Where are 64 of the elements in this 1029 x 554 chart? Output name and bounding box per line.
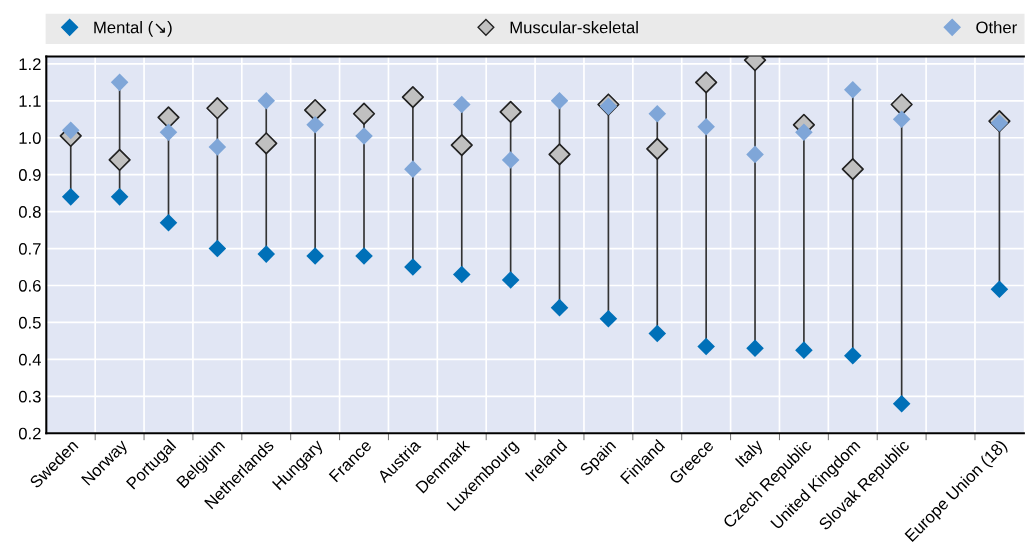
y-tick-label: 0.7 [18,242,41,255]
point [452,265,471,284]
point [550,298,569,317]
point [646,137,669,160]
y-tick-label: 0.5 [18,316,41,329]
y-tick-label: 0.9 [18,169,41,181]
y-tick-label: 0.4 [18,353,41,366]
y-tick-label: 0.8 [18,206,41,218]
point [355,127,373,145]
point [255,132,278,155]
legend-label: Mental (↘) [94,21,172,37]
point [452,95,471,114]
point [501,271,520,289]
point [844,346,862,365]
y-tick-label: 1.0 [19,132,41,144]
point [61,188,80,206]
point [450,134,473,157]
point [648,104,667,123]
point [157,106,180,129]
point [208,138,227,156]
point [303,98,327,122]
point [108,148,131,172]
point [404,160,422,178]
point [401,85,425,109]
point [159,213,178,232]
point [208,239,227,258]
point [257,245,276,263]
point [648,324,667,343]
point [695,71,718,94]
y-tick-label: 1.1 [19,95,41,107]
point [404,258,422,276]
point [892,110,911,129]
point [257,92,276,110]
point [892,394,911,413]
point [206,97,229,120]
point [746,145,764,164]
point [306,247,324,265]
point [795,123,813,142]
point [844,80,862,99]
y-tick-label: 0.6 [18,279,41,292]
point [159,123,178,142]
point [990,280,1009,298]
y-tick-label: 0.3 [18,390,41,403]
point [795,341,813,359]
legend-label: Other [976,21,1017,34]
legend-label: Muscular-skeletal [510,21,638,34]
point [110,73,129,92]
point [499,100,522,124]
point [61,121,80,140]
point [501,151,520,169]
point [890,93,913,116]
point [352,102,376,125]
point [841,158,864,181]
point [550,92,569,110]
y-tick-label: 0.2 [18,427,41,440]
point [599,309,618,328]
point [548,143,571,166]
point [110,188,129,206]
y-tick-label: 1.2 [19,58,41,70]
point [697,117,715,136]
point [697,337,715,356]
point [355,247,373,265]
point [746,339,764,358]
point [306,116,324,134]
